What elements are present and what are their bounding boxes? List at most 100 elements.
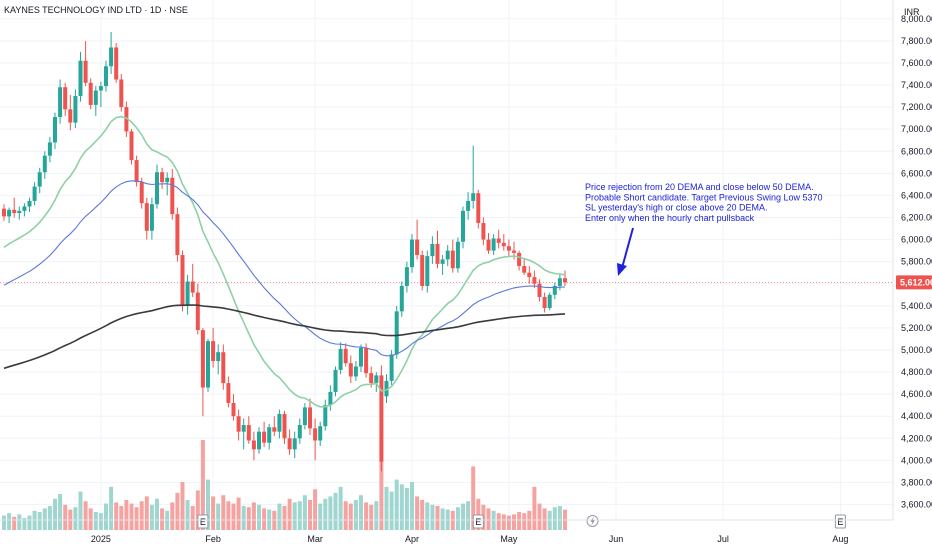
candle-body	[491, 238, 496, 251]
candle-body	[185, 281, 190, 306]
x-tick-label: Feb	[205, 534, 221, 544]
volume-bar	[251, 502, 256, 530]
volume-bar	[308, 500, 312, 530]
candle-body	[471, 193, 476, 201]
candle-body	[557, 278, 562, 286]
volume-bar	[461, 503, 465, 530]
ema-200-line	[3, 304, 566, 370]
volume-bar	[180, 482, 185, 530]
volume-bar	[42, 508, 47, 530]
volume-bar	[471, 466, 476, 530]
candle-body	[272, 427, 277, 432]
last-price-tag: 5,612.00	[896, 275, 932, 290]
earnings-marker-label: E	[475, 517, 481, 527]
last-price-tag-label: 5,612.00	[900, 277, 932, 287]
candle-body	[12, 209, 17, 214]
candle-body	[17, 210, 22, 214]
candle-body	[374, 375, 379, 384]
candle-body	[88, 82, 93, 105]
note-line: Price rejection from 20 DEMA and close b…	[585, 182, 814, 192]
candle-body	[68, 109, 73, 123]
volume-bar	[27, 515, 32, 530]
volume-bar	[7, 513, 12, 530]
candle-body	[231, 402, 236, 417]
currency-label: INR	[904, 7, 920, 17]
candle-body	[537, 283, 542, 297]
volume-bar	[415, 496, 420, 530]
candle-body	[506, 246, 511, 251]
earnings-marker-box	[197, 514, 209, 529]
volume-bar	[236, 497, 241, 530]
y-tick-label: 4,200.00	[901, 433, 932, 443]
candle-body	[216, 352, 221, 362]
candle-body	[333, 369, 338, 392]
time-axis[interactable]: 2025FebMarAprMayJunJulAugSep	[0, 519, 932, 544]
volume-bar	[313, 489, 318, 530]
candle-body	[165, 177, 170, 183]
candle-body	[78, 60, 83, 97]
volume-bar	[425, 502, 430, 530]
candle-body	[53, 117, 57, 143]
earnings-marker-label: E	[837, 517, 843, 527]
candle-body	[267, 427, 272, 443]
candle-body	[410, 239, 414, 268]
candle-body	[420, 255, 425, 286]
candle-body	[139, 182, 144, 204]
volume-bar	[343, 501, 348, 530]
candle-body	[496, 238, 501, 243]
volume-bar	[512, 514, 516, 530]
candle-body	[221, 352, 226, 384]
candle-body	[308, 407, 312, 429]
volume-bar	[379, 460, 384, 530]
candle-body	[292, 438, 297, 450]
candle-body	[379, 375, 384, 462]
volume-bar	[58, 494, 63, 530]
volume-bars	[2, 440, 567, 530]
volume-bar	[134, 507, 139, 530]
volume-bar	[22, 518, 27, 530]
y-tick-label: 7,800.00	[901, 36, 932, 46]
volume-bar	[359, 495, 363, 530]
candle-body	[119, 79, 124, 108]
candle-body	[83, 60, 88, 83]
volume-bar	[328, 496, 333, 530]
volume-bar	[277, 503, 282, 530]
candle-body	[542, 296, 547, 309]
volume-bar	[144, 496, 149, 530]
volume-bar	[506, 515, 511, 530]
arrow-head	[617, 263, 627, 276]
x-tick-label: Jun	[609, 534, 624, 544]
candle-body	[313, 428, 318, 441]
x-tick-label: Apr	[405, 534, 419, 544]
volume-bar	[12, 516, 17, 530]
candlesticks	[2, 32, 567, 472]
candle-body	[440, 259, 445, 264]
volume-bar	[292, 502, 297, 530]
volume-bar	[139, 501, 144, 530]
candle-body	[114, 47, 119, 80]
volume-bar	[348, 503, 353, 530]
volume-bar	[206, 479, 210, 530]
candle-body	[532, 277, 537, 284]
volume-bar	[114, 502, 119, 530]
volume-bar	[455, 507, 460, 530]
volume-bar	[333, 492, 338, 530]
volume-bar	[262, 508, 267, 530]
volume-bar	[155, 498, 159, 530]
volume-bar	[88, 508, 93, 530]
volume-bar	[257, 504, 261, 530]
candle-body	[369, 373, 374, 384]
volume-bar	[160, 508, 165, 530]
candle-body	[42, 155, 47, 173]
volume-bar	[185, 500, 190, 530]
y-tick-label: 5,200.00	[901, 323, 932, 333]
candle-body	[109, 47, 114, 67]
volume-bar	[517, 512, 522, 530]
candle-body	[425, 256, 430, 286]
analysis-note: Price rejection from 20 DEMA and close b…	[585, 182, 823, 223]
candle-body	[129, 131, 134, 161]
volume-bar	[37, 512, 42, 530]
candle-body	[22, 206, 27, 211]
